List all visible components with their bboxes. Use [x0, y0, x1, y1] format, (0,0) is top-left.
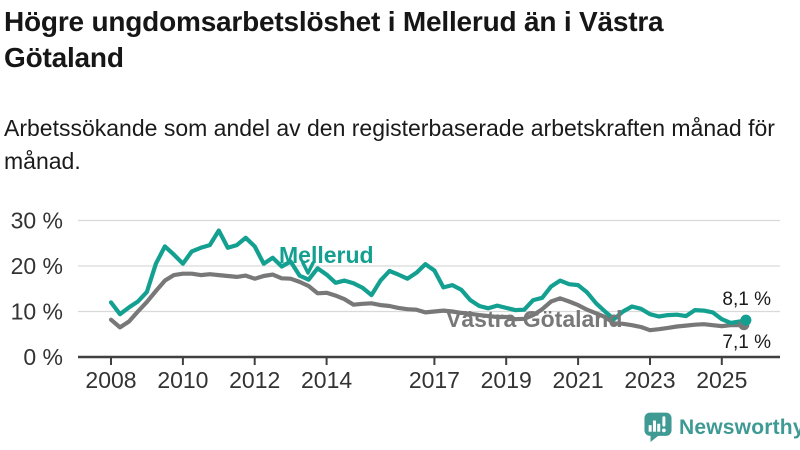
series-end-dot-mellerud: [740, 314, 752, 326]
x-axis-label: 2014: [301, 367, 352, 393]
y-axis-label: 0 %: [23, 344, 63, 370]
series-label-mellerud: Mellerud: [279, 242, 374, 268]
series-line-mellerud: [108, 228, 749, 326]
x-axis-label: 2012: [229, 367, 280, 393]
brand-footer: Newsworthy: [644, 411, 800, 444]
chart-title: Högre ungdomsarbetslöshet i Mellerud än …: [4, 6, 664, 73]
mellerud-label-arrow-icon: [301, 261, 315, 275]
logo-exclamation-dot: [662, 428, 666, 433]
x-axis-label: 2010: [157, 367, 208, 393]
y-axis-label: 20 %: [11, 253, 63, 279]
x-axis-label: 2023: [624, 367, 675, 393]
logo-bar-3: [657, 423, 661, 432]
y-axis-label: 30 %: [11, 208, 63, 234]
series-end-value-mellerud: 8,1 %: [722, 289, 771, 310]
logo-bubble-tail: [650, 434, 660, 442]
logo-bar-2: [652, 420, 656, 432]
y-axis-label: 10 %: [11, 299, 63, 325]
x-axis-label: 2019: [481, 367, 532, 393]
x-axis-label: 2017: [409, 367, 460, 393]
logo-bar-1: [648, 425, 652, 432]
series-end-value-vastra-gotaland: 7,1 %: [722, 332, 771, 353]
series-label-vastra-gotaland: Västra Götaland: [446, 306, 622, 332]
logo-exclamation-bar: [662, 416, 666, 427]
x-axis-label: 2025: [696, 367, 747, 393]
brand-name: Newsworthy: [679, 415, 800, 439]
newsworthy-logo-icon: [644, 412, 672, 442]
header: Högre ungdomsarbetslöshet i Mellerud än …: [0, 0, 800, 178]
x-axis-label: 2021: [553, 367, 604, 393]
unemployment-line-chart: 30 % 20 % 10 % 0 % 2008 2010 2012 2014 2017 2019 2…: [11, 208, 780, 393]
chart-subtitle: Arbetssökande som andel av den registerb…: [4, 115, 775, 174]
x-axis-label: 2008: [85, 367, 136, 393]
series-line-vastra-gotaland: [108, 271, 749, 333]
